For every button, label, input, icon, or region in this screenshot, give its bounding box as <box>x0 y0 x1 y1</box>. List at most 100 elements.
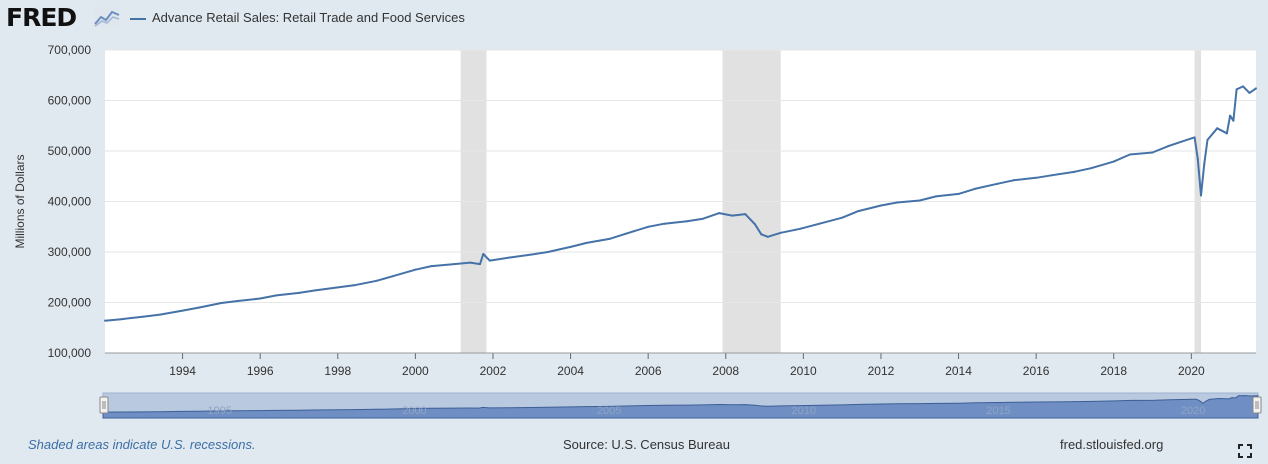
x-tick-label: 2010 <box>790 364 817 378</box>
data-point <box>857 210 860 213</box>
data-point <box>453 263 456 266</box>
data-point <box>1128 153 1131 156</box>
line-graph-icon <box>94 7 120 27</box>
data-point <box>766 235 769 238</box>
y-tick-label: 100,000 <box>48 346 92 360</box>
data-point <box>608 237 611 240</box>
y-tick-label: 400,000 <box>48 195 92 209</box>
data-point <box>1193 136 1196 139</box>
x-tick-label: 2014 <box>945 364 972 378</box>
data-point <box>508 256 511 259</box>
data-point <box>624 232 627 235</box>
navigator-tick-label: 2010 <box>792 405 816 417</box>
x-tick-label: 2000 <box>402 364 429 378</box>
data-point <box>957 192 960 195</box>
data-point <box>760 233 763 236</box>
data-point <box>1035 176 1038 179</box>
data-point <box>841 216 844 219</box>
data-point <box>663 222 666 225</box>
navigator-handle-left[interactable] <box>99 396 109 414</box>
data-point <box>918 199 921 202</box>
data-point <box>818 222 821 225</box>
y-tick-label: 200,000 <box>48 296 92 310</box>
data-point <box>352 284 355 287</box>
data-point <box>488 259 491 262</box>
source-text: Source: U.S. Census Bureau <box>563 437 730 452</box>
y-axis-label: Millions of Dollars <box>13 154 27 248</box>
data-point <box>585 241 588 244</box>
data-point <box>1206 138 1209 141</box>
data-point <box>731 214 734 217</box>
data-point <box>336 286 339 289</box>
x-tick-label: 1998 <box>324 364 351 378</box>
data-point <box>702 217 705 220</box>
data-point <box>1151 151 1154 154</box>
data-point <box>104 319 106 322</box>
legend-label[interactable]: Advance Retail Sales: Retail Trade and F… <box>152 10 465 25</box>
data-point <box>1112 160 1115 163</box>
legend-swatch <box>130 18 146 20</box>
data-point <box>896 201 899 204</box>
data-point <box>314 289 317 292</box>
data-point <box>996 182 999 185</box>
x-tick-label: 1996 <box>247 364 274 378</box>
chart-svg[interactable]: 100,000 200,000 300,000 400,000 500,000 600,0… <box>0 0 1268 430</box>
data-point <box>1090 167 1093 170</box>
data-point <box>1073 170 1076 173</box>
data-point <box>1012 179 1015 182</box>
data-point <box>181 309 184 312</box>
data-point <box>120 318 123 321</box>
data-point <box>530 253 533 256</box>
y-tick-label: 600,000 <box>48 94 92 108</box>
data-point <box>569 245 572 248</box>
y-tick-label: 300,000 <box>48 245 92 259</box>
data-point <box>973 187 976 190</box>
data-point <box>1216 127 1219 130</box>
data-point <box>142 315 145 318</box>
data-point <box>1232 119 1235 122</box>
data-point <box>375 279 378 282</box>
site-link[interactable]: fred.stlouisfed.org <box>1060 437 1164 452</box>
data-point <box>1229 114 1232 117</box>
x-tick-label: 2002 <box>480 364 507 378</box>
x-tick-label: 2020 <box>1178 364 1205 378</box>
data-point <box>1190 137 1193 140</box>
x-tick-label: 2018 <box>1100 364 1127 378</box>
recession-note: Shaded areas indicate U.S. recessions. <box>28 437 256 452</box>
navigator-tick-label: 2005 <box>597 405 621 417</box>
data-point <box>1248 91 1251 94</box>
x-tick-label: 2016 <box>1023 364 1050 378</box>
navigator-tick-label: 2015 <box>986 405 1010 417</box>
data-point <box>934 195 937 198</box>
data-point <box>220 302 223 305</box>
navigator-tick-label: 1995 <box>208 405 232 417</box>
fred-logo: FRED <box>6 3 77 32</box>
x-tick-label: 1994 <box>169 364 196 378</box>
data-point <box>1051 174 1054 177</box>
data-point <box>879 204 882 207</box>
x-tick-label: 2006 <box>635 364 662 378</box>
data-point <box>779 231 782 234</box>
data-point <box>1242 85 1245 88</box>
data-point <box>718 212 721 215</box>
data-point <box>430 265 433 268</box>
navigator-tick-label: 2020 <box>1181 405 1205 417</box>
data-point <box>414 268 417 271</box>
navigator-series-area <box>102 395 1259 419</box>
data-point <box>685 220 688 223</box>
data-point <box>647 225 650 228</box>
x-tick-label: 2008 <box>712 364 739 378</box>
data-point <box>469 261 472 264</box>
fullscreen-expand-icon[interactable] <box>1238 444 1252 458</box>
data-point <box>482 253 485 256</box>
y-tick-label: 500,000 <box>48 144 92 158</box>
data-point <box>479 263 482 266</box>
data-point <box>1235 88 1238 91</box>
navigator-handle-right[interactable] <box>1252 396 1262 414</box>
data-point <box>546 251 549 253</box>
data-point <box>1225 132 1228 135</box>
data-point <box>197 306 200 309</box>
data-point <box>744 213 747 216</box>
data-point <box>391 275 394 278</box>
chart-header: FRED Advance Retail Sales: Retail Trade … <box>0 0 1268 38</box>
